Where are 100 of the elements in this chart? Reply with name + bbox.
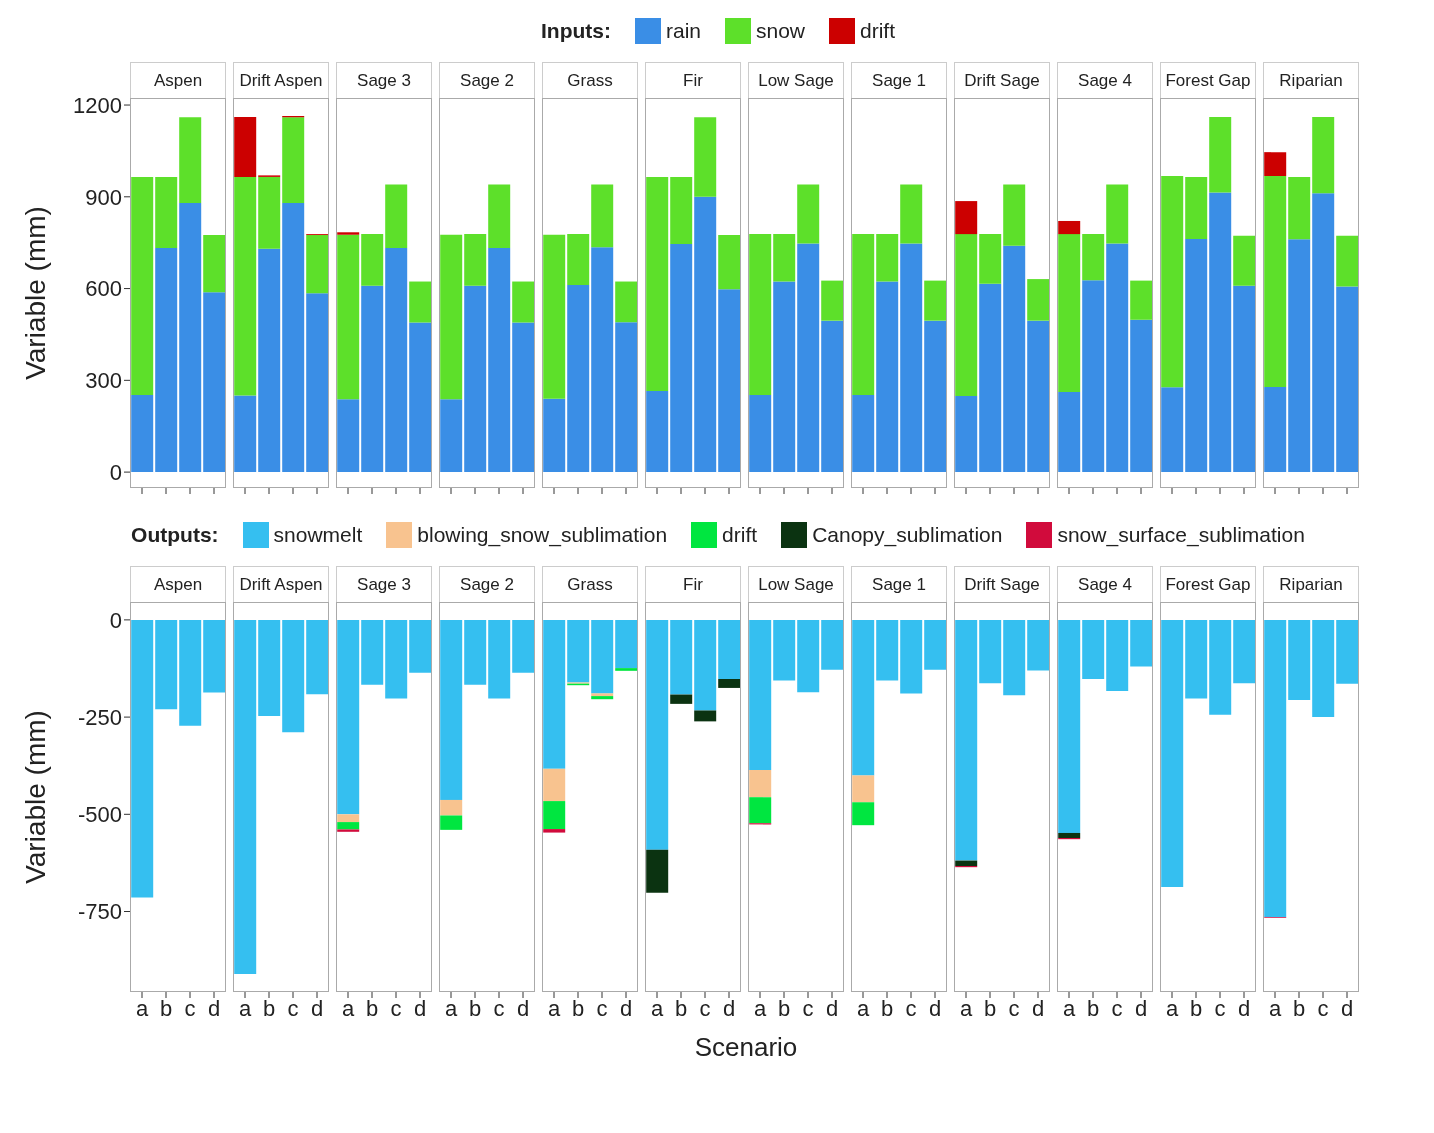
bar xyxy=(337,822,360,830)
bar xyxy=(876,619,899,681)
text: Drift Sage xyxy=(954,62,1050,98)
x-tick-label: a xyxy=(238,995,252,1021)
x-tick-label: c xyxy=(493,995,505,1021)
x-tick-label: a xyxy=(547,995,561,1021)
y-tick-label: 300 xyxy=(85,368,122,394)
x-axis-title: Scenario xyxy=(693,1032,799,1063)
bar xyxy=(440,799,463,816)
bar xyxy=(1209,619,1232,715)
legend-label: rain xyxy=(665,19,701,43)
x-tick-label: c xyxy=(699,995,711,1021)
bar xyxy=(337,814,360,823)
text: Grass xyxy=(542,62,638,98)
bar xyxy=(543,829,566,833)
x-tick-label: b xyxy=(1189,995,1203,1021)
bar xyxy=(797,619,820,693)
text: Drift Sage xyxy=(954,566,1050,602)
x-tick-label: d xyxy=(413,995,427,1021)
x-tick-label: b xyxy=(1086,995,1100,1021)
x-tick-label: b xyxy=(365,995,379,1021)
x-tick-label: a xyxy=(856,995,870,1021)
text: Drift Aspen xyxy=(233,566,329,602)
text: Forest Gap xyxy=(1160,62,1256,98)
x-tick-label: c xyxy=(1214,995,1226,1021)
y-tick-label: 600 xyxy=(85,276,122,302)
y-tick-label: -500 xyxy=(77,802,122,828)
bar xyxy=(979,619,1002,684)
x-tick-label: b xyxy=(262,995,276,1021)
x-tick-label: b xyxy=(983,995,997,1021)
text: Aspen xyxy=(130,566,226,602)
text: Grass xyxy=(542,566,638,602)
text: Forest Gap xyxy=(1160,566,1256,602)
x-tick-label: a xyxy=(650,995,664,1021)
bar xyxy=(670,619,693,695)
bar xyxy=(852,775,875,803)
x-tick-label: d xyxy=(825,995,839,1021)
bar xyxy=(1312,619,1335,718)
x-tick-label: c xyxy=(1317,995,1329,1021)
legend-label: snow xyxy=(755,19,806,43)
bar xyxy=(852,802,875,826)
bar xyxy=(385,619,408,699)
text: Sage 2 xyxy=(439,566,535,602)
bar xyxy=(1003,619,1026,696)
x-tick-label: a xyxy=(444,995,458,1021)
text: Sage 3 xyxy=(336,566,432,602)
text: Sage 1 xyxy=(851,62,947,98)
bar xyxy=(955,860,978,867)
bar xyxy=(646,849,669,893)
y-tick-label: -250 xyxy=(77,704,122,730)
text: Low Sage xyxy=(748,566,844,602)
x-tick-label: d xyxy=(928,995,942,1021)
legend-label: snow_surface_sublimation xyxy=(1057,523,1305,547)
text: Fir xyxy=(645,62,741,98)
text: Drift Aspen xyxy=(233,62,329,98)
bar xyxy=(543,768,566,802)
x-tick-label: b xyxy=(571,995,585,1021)
bar xyxy=(464,619,487,685)
text: Sage 4 xyxy=(1057,566,1153,602)
text: Sage 1 xyxy=(851,566,947,602)
bar xyxy=(179,619,202,726)
x-tick-label: d xyxy=(310,995,324,1021)
bar xyxy=(282,619,305,733)
x-tick-label: d xyxy=(207,995,221,1021)
bar xyxy=(900,619,923,694)
y-tick-label: 0 xyxy=(109,607,122,633)
text: Sage 4 xyxy=(1057,62,1153,98)
x-tick-label: b xyxy=(674,995,688,1021)
legend-label: drift xyxy=(722,523,758,547)
x-tick-label: d xyxy=(1134,995,1148,1021)
x-tick-label: c xyxy=(287,995,299,1021)
x-tick-label: b xyxy=(777,995,791,1021)
bar xyxy=(440,815,463,830)
x-tick-label: b xyxy=(1292,995,1306,1021)
x-tick-label: b xyxy=(159,995,173,1021)
legend-label: drift xyxy=(860,19,896,43)
x-tick-label: b xyxy=(880,995,894,1021)
x-tick-label: a xyxy=(1268,995,1282,1021)
bar xyxy=(670,694,693,704)
x-tick-label: c xyxy=(390,995,402,1021)
y-tick-label: 900 xyxy=(85,184,122,210)
x-tick-label: a xyxy=(1062,995,1076,1021)
x-tick-label: c xyxy=(905,995,917,1021)
x-tick-label: d xyxy=(1031,995,1045,1021)
x-tick-label: a xyxy=(135,995,149,1021)
bar xyxy=(1288,619,1311,700)
bar xyxy=(361,619,384,685)
x-tick-label: c xyxy=(596,995,608,1021)
bar xyxy=(749,797,772,824)
legend-label: snowmelt xyxy=(273,523,363,547)
bar xyxy=(543,801,566,830)
text: Riparian xyxy=(1263,62,1359,98)
x-tick-label: c xyxy=(184,995,196,1021)
x-tick-label: d xyxy=(722,995,736,1021)
y-tick-label: 1200 xyxy=(73,92,122,118)
x-tick-label: b xyxy=(468,995,482,1021)
bar xyxy=(749,769,772,798)
x-tick-label: a xyxy=(1165,995,1179,1021)
text: Sage 3 xyxy=(336,62,432,98)
text: Aspen xyxy=(130,62,226,98)
